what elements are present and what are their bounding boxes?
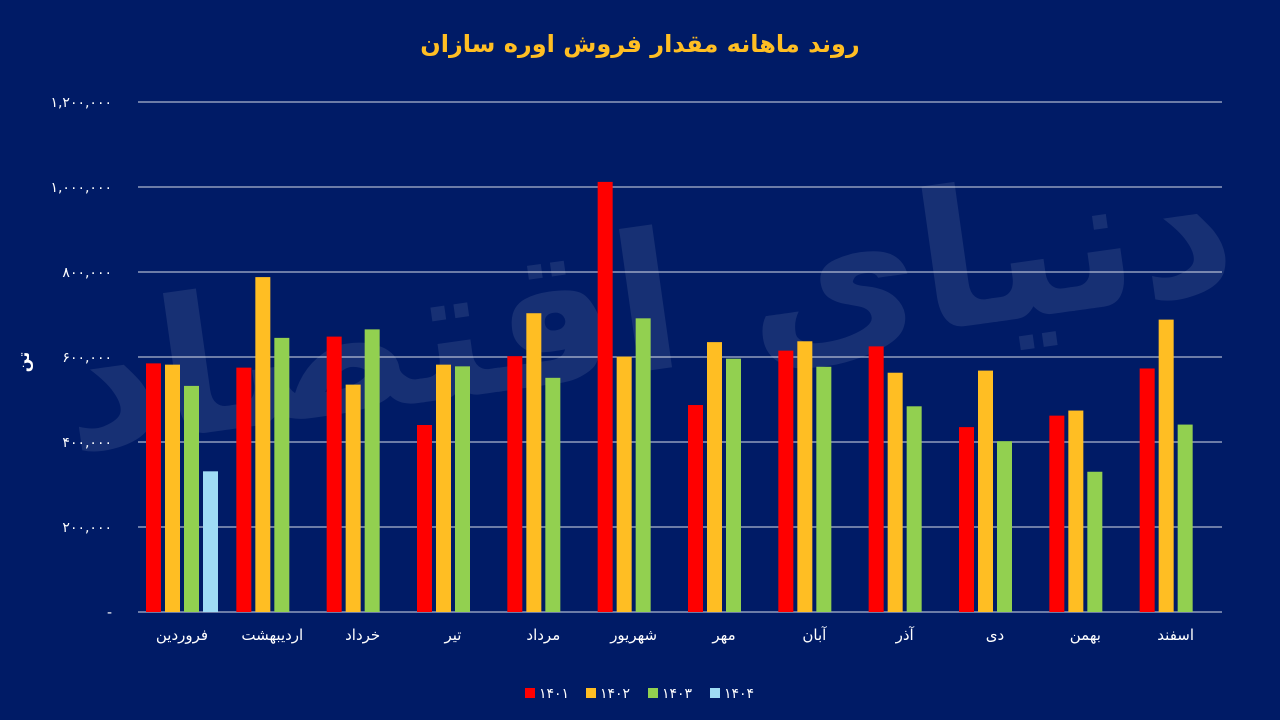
bar [345, 384, 361, 612]
x-tick-label: دی [986, 626, 1004, 644]
x-tick-label: آبان [802, 626, 827, 644]
y-tick-label: ۶۰۰,۰۰۰ [62, 350, 112, 366]
chart-title: روند ماهانه مقدار فروش اوره سازان [420, 30, 859, 58]
x-tick-label: اسفند [1157, 626, 1194, 644]
legend: ۱۴۰۱ ۱۴۰۲ ۱۴۰۳ ۱۴۰۴ [525, 686, 754, 702]
y-tick-label: ۸۰۰,۰۰۰ [62, 265, 112, 281]
bar [184, 385, 199, 612]
bar [1139, 368, 1155, 612]
x-tick-labels: فروردین اردیبهشت خرداد تیر مرداد شهریور مهر آبا… [156, 626, 1194, 644]
bar [726, 358, 741, 612]
bar [635, 318, 651, 612]
bar [1158, 319, 1174, 612]
bar [507, 356, 523, 612]
bar [797, 341, 813, 612]
bars [146, 181, 1193, 612]
bar [1177, 424, 1193, 612]
legend-label: ۱۴۰۳ [662, 686, 693, 702]
grid-lines [138, 101, 1222, 613]
bar [887, 372, 903, 612]
bar [417, 425, 432, 612]
bar [1087, 471, 1103, 612]
y-tick-label: ۴۰۰,۰۰۰ [62, 435, 112, 451]
x-tick-label: فروردین [156, 626, 208, 644]
bar [906, 406, 922, 612]
y-tick-label: - [107, 605, 112, 621]
y-tick-labels: - ۲۰۰,۰۰۰ ۴۰۰,۰۰۰ ۶۰۰,۰۰۰ ۸۰۰,۰۰۰ ۱,۰۰۰,۰۰۰ ۱,… [50, 95, 112, 621]
bar [978, 370, 993, 612]
x-tick-label: شهریور [609, 626, 657, 644]
bar [707, 342, 722, 612]
x-tick-label: تیر [444, 626, 462, 644]
bar [274, 337, 290, 612]
bar [868, 346, 884, 612]
bar [364, 329, 380, 612]
bar [436, 364, 451, 612]
bar [1068, 410, 1084, 612]
legend-swatch [710, 688, 720, 698]
bar [545, 377, 561, 612]
bar [816, 366, 832, 612]
bar [597, 181, 613, 612]
bar [255, 277, 271, 612]
bar [959, 427, 974, 612]
x-tick-label: اردیبهشت [241, 626, 303, 644]
legend-swatch [648, 688, 658, 698]
x-tick-label: آذر [895, 626, 915, 644]
bar [203, 471, 218, 612]
y-tick-label: ۲۰۰,۰۰۰ [62, 520, 112, 536]
bar [526, 313, 542, 612]
y-tick-label: ۱,۲۰۰,۰۰۰ [50, 95, 112, 111]
legend-label: ۱۴۰۲ [600, 686, 630, 702]
y-tick-label: ۱,۰۰۰,۰۰۰ [50, 180, 112, 196]
bar [778, 350, 794, 612]
bar [1049, 415, 1065, 612]
legend-label: ۱۴۰۱ [539, 686, 569, 702]
bar [997, 441, 1012, 612]
x-tick-label: مهر [711, 626, 735, 644]
bar [236, 367, 252, 612]
bar [616, 356, 632, 612]
x-tick-label: خرداد [345, 626, 380, 644]
x-tick-label: بهمن [1070, 626, 1101, 644]
bar [146, 363, 161, 612]
legend-swatch [525, 688, 535, 698]
bar [455, 366, 470, 612]
bar [688, 405, 703, 612]
legend-swatch [586, 688, 596, 698]
legend-label: ۱۴۰۴ [724, 686, 754, 702]
bar [165, 364, 180, 612]
bar [326, 336, 342, 612]
x-tick-label: مرداد [526, 626, 560, 644]
y-axis-label: تن [14, 352, 33, 372]
